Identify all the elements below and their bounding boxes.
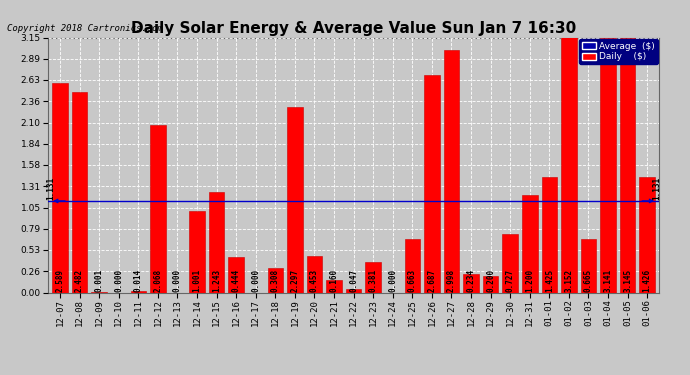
Text: 0.381: 0.381: [368, 269, 377, 292]
Text: 0.000: 0.000: [251, 269, 260, 292]
Text: 0.000: 0.000: [388, 269, 397, 292]
Bar: [72, 92, 88, 292]
Bar: [620, 38, 635, 292]
Bar: [150, 125, 166, 292]
Text: 0.014: 0.014: [134, 269, 143, 292]
Text: 0.453: 0.453: [310, 269, 319, 292]
Bar: [483, 276, 498, 292]
Text: 1.131: 1.131: [653, 177, 662, 200]
Bar: [424, 75, 440, 292]
Bar: [561, 38, 577, 292]
Text: 2.482: 2.482: [75, 269, 84, 292]
Bar: [189, 211, 205, 292]
Text: 2.589: 2.589: [55, 269, 65, 292]
Text: 3.145: 3.145: [623, 269, 632, 292]
Text: 0.444: 0.444: [232, 269, 241, 292]
Text: 0.727: 0.727: [506, 269, 515, 292]
Bar: [287, 106, 303, 292]
Text: 3.152: 3.152: [564, 269, 573, 292]
Bar: [463, 273, 479, 292]
Bar: [52, 83, 68, 292]
Text: 0.001: 0.001: [95, 269, 103, 292]
Bar: [306, 256, 322, 292]
Text: 2.687: 2.687: [427, 269, 436, 292]
Text: 1.200: 1.200: [525, 269, 534, 292]
Text: 2.998: 2.998: [447, 269, 456, 292]
Text: 2.068: 2.068: [153, 269, 162, 292]
Bar: [502, 234, 518, 292]
Bar: [640, 177, 655, 292]
Bar: [600, 38, 616, 292]
Bar: [366, 262, 381, 292]
Text: Copyright 2018 Cartronics.com: Copyright 2018 Cartronics.com: [7, 24, 163, 33]
Text: 0.200: 0.200: [486, 269, 495, 292]
Text: 0.665: 0.665: [584, 269, 593, 292]
Text: 1.131: 1.131: [46, 177, 55, 200]
Text: 3.141: 3.141: [604, 269, 613, 292]
Text: 0.000: 0.000: [115, 269, 124, 292]
Text: 0.663: 0.663: [408, 269, 417, 292]
Text: 0.047: 0.047: [349, 269, 358, 292]
Text: 0.160: 0.160: [330, 269, 339, 292]
Text: 1.425: 1.425: [545, 269, 554, 292]
Bar: [581, 238, 596, 292]
Bar: [522, 195, 538, 292]
Text: 0.308: 0.308: [271, 269, 280, 292]
Text: 0.234: 0.234: [466, 269, 475, 292]
Title: Daily Solar Energy & Average Value Sun Jan 7 16:30: Daily Solar Energy & Average Value Sun J…: [131, 21, 576, 36]
Bar: [130, 291, 146, 292]
Bar: [326, 279, 342, 292]
Bar: [268, 268, 283, 292]
Text: 1.426: 1.426: [642, 269, 652, 292]
Bar: [542, 177, 558, 292]
Bar: [209, 192, 224, 292]
Text: 1.001: 1.001: [193, 269, 201, 292]
Text: 2.297: 2.297: [290, 269, 299, 292]
Bar: [228, 256, 244, 292]
Text: 0.000: 0.000: [173, 269, 182, 292]
Bar: [404, 239, 420, 292]
Legend: Average  ($), Daily    ($): Average ($), Daily ($): [580, 39, 658, 64]
Bar: [346, 289, 362, 292]
Text: 1.243: 1.243: [212, 269, 221, 292]
Bar: [444, 50, 460, 292]
